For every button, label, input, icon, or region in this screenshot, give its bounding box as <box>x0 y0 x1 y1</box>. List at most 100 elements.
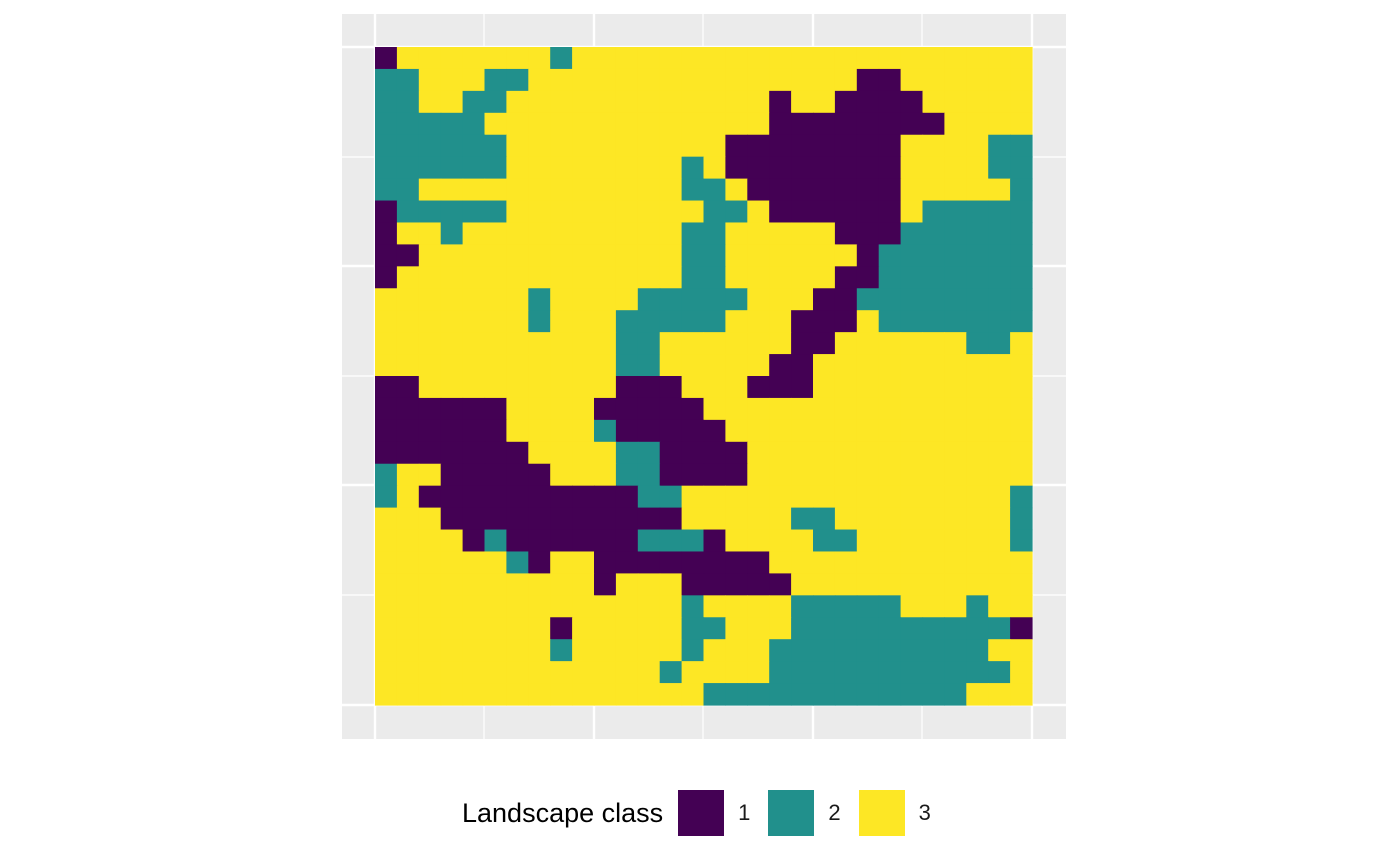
raster-cell <box>615 90 639 114</box>
raster-cell <box>484 595 507 618</box>
raster-cell <box>900 573 924 596</box>
raster-cell <box>703 485 726 509</box>
raster-cell <box>506 134 529 158</box>
raster-cell <box>615 573 639 596</box>
raster-cell <box>418 266 442 289</box>
raster-cell <box>791 617 814 640</box>
raster-cell <box>747 222 770 245</box>
raster-cell <box>813 156 836 180</box>
raster-cell <box>637 639 661 662</box>
raster-cell <box>528 441 551 465</box>
raster-cell <box>572 332 595 355</box>
raster-cell <box>594 112 617 136</box>
raster-cell <box>594 683 617 706</box>
raster-cell <box>769 47 792 70</box>
raster-cell <box>725 47 748 70</box>
raster-cell <box>637 354 661 377</box>
raster-cell <box>572 463 595 487</box>
raster-cell <box>769 397 792 421</box>
raster-cell <box>1010 683 1033 706</box>
raster-cell <box>813 485 836 509</box>
raster-cell <box>396 463 420 487</box>
raster-cell <box>856 376 880 399</box>
raster-cell <box>681 639 705 662</box>
raster-cell <box>418 222 442 245</box>
raster-cell <box>966 551 989 574</box>
raster-cell <box>484 485 507 509</box>
raster-cell <box>747 178 770 202</box>
raster-cell <box>769 244 792 267</box>
raster-cell <box>681 551 705 574</box>
raster-cell <box>791 595 814 618</box>
raster-cell <box>637 310 661 333</box>
raster-cell <box>528 419 551 443</box>
raster-cell <box>747 112 770 136</box>
raster-cell <box>440 288 464 311</box>
raster-cell <box>637 617 661 640</box>
raster-cell <box>418 90 442 114</box>
raster-cell <box>703 529 726 553</box>
raster-cell <box>769 507 792 531</box>
raster-cell <box>681 463 705 487</box>
raster-cell <box>528 595 551 618</box>
raster-cell <box>681 134 705 158</box>
raster-cell <box>900 332 924 355</box>
raster-cell <box>615 200 639 224</box>
raster-cell <box>966 156 989 180</box>
raster-cell <box>725 617 748 640</box>
raster-cell <box>922 485 945 509</box>
raster-cell <box>791 419 814 443</box>
raster-cell <box>506 683 529 706</box>
raster-cell <box>856 397 880 421</box>
raster-cell <box>813 683 836 706</box>
raster-cells <box>375 47 1033 706</box>
raster-cell <box>615 683 639 706</box>
raster-cell <box>1010 441 1033 465</box>
raster-cell <box>966 617 989 640</box>
raster-cell <box>440 222 464 245</box>
raster-cell <box>922 617 945 640</box>
raster-cell <box>834 47 858 70</box>
raster-cell <box>1010 332 1033 355</box>
raster-cell <box>703 332 726 355</box>
raster-cell <box>769 661 792 684</box>
raster-cell <box>834 507 858 531</box>
raster-cell <box>528 222 551 245</box>
raster-cell <box>900 441 924 465</box>
raster-cell <box>966 134 989 158</box>
raster-cell <box>988 222 1011 245</box>
raster-cell <box>834 200 858 224</box>
raster-cell <box>594 419 617 443</box>
raster-cell <box>966 68 989 92</box>
raster-cell <box>550 156 573 180</box>
raster-cell <box>396 661 420 684</box>
raster-cell <box>462 441 486 465</box>
raster-cell <box>878 419 902 443</box>
raster-cell <box>440 376 464 399</box>
raster-cell <box>834 178 858 202</box>
raster-cell <box>725 310 748 333</box>
raster-cell <box>440 529 464 553</box>
raster-cell <box>856 617 880 640</box>
raster-cell <box>572 266 595 289</box>
raster-cell <box>462 551 486 574</box>
raster-cell <box>484 90 507 114</box>
raster-cell <box>659 47 683 70</box>
raster-cell <box>769 441 792 465</box>
raster-cell <box>703 551 726 574</box>
raster-cell <box>769 266 792 289</box>
raster-cell <box>769 485 792 509</box>
raster-cell <box>966 573 989 596</box>
raster-cell <box>484 222 507 245</box>
raster-cell <box>747 397 770 421</box>
raster-cell <box>594 178 617 202</box>
raster-cell <box>725 419 748 443</box>
raster-cell <box>462 266 486 289</box>
raster-cell <box>703 288 726 311</box>
raster-cell <box>834 683 858 706</box>
raster-cell <box>615 332 639 355</box>
raster-cell <box>375 134 398 158</box>
raster-cell <box>813 90 836 114</box>
raster-cell <box>462 507 486 531</box>
raster-cell <box>681 529 705 553</box>
